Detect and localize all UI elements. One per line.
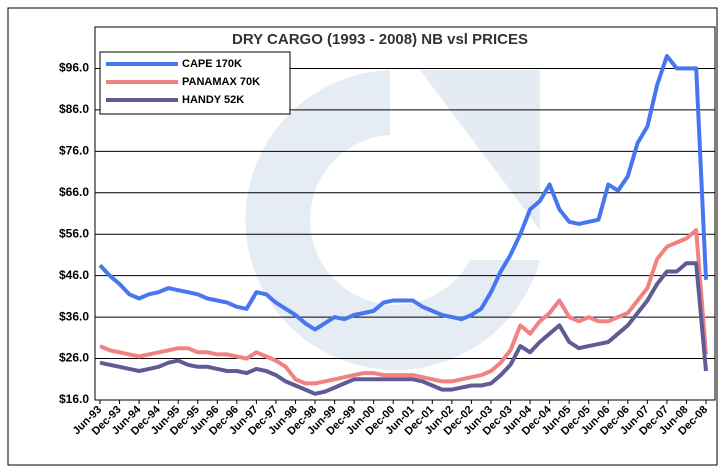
y-tick-label: $76.0	[59, 144, 89, 158]
series-line	[98, 54, 708, 332]
y-tick-label: $96.0	[59, 61, 89, 75]
y-tick-label: $56.0	[59, 226, 89, 240]
y-tick-label: $26.0	[59, 351, 89, 365]
y-tick-label: $66.0	[59, 185, 89, 199]
legend-label: PANAMAX 70K	[182, 76, 260, 88]
legend: CAPE 170K PANAMAX 70K HANDY 52K	[99, 51, 291, 115]
series-line	[99, 261, 708, 396]
series-line	[99, 228, 708, 386]
legend-label: HANDY 52K	[182, 94, 244, 106]
y-tick-label: $16.0	[59, 392, 89, 406]
y-tick-label: $86.0	[59, 102, 89, 116]
chart-title: DRY CARGO (1993 - 2008) NB vsl PRICES	[232, 31, 528, 48]
y-tick-label: $36.0	[59, 309, 89, 323]
y-tick-label: $46.0	[59, 268, 89, 282]
legend-label: CAPE 170K	[182, 58, 242, 70]
